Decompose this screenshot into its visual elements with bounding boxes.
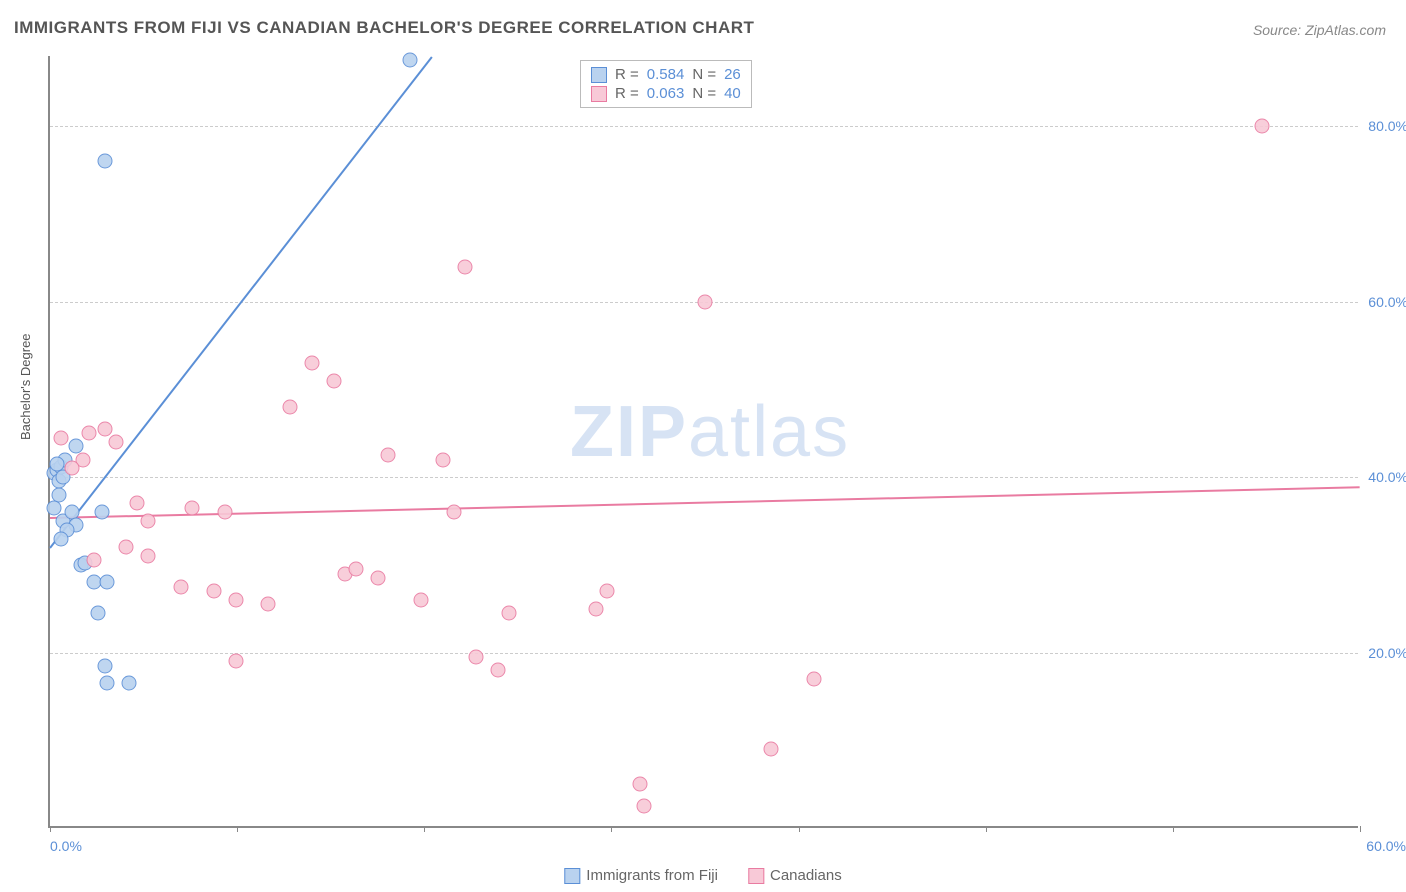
legend-item: Immigrants from Fiji [564, 867, 718, 884]
data-point [283, 399, 298, 414]
data-point [86, 553, 101, 568]
x-tick [237, 826, 238, 832]
trend-line [49, 56, 433, 548]
plot-area: ZIPatlas 20.0%40.0%60.0%80.0%0.0%60.0% R… [48, 56, 1358, 828]
data-point [305, 356, 320, 371]
data-point [91, 606, 106, 621]
x-tick [1173, 826, 1174, 832]
legend-n-value: 40 [724, 85, 741, 102]
data-point [130, 496, 145, 511]
legend-label: Canadians [770, 867, 842, 884]
data-point [206, 584, 221, 599]
data-point [588, 601, 603, 616]
data-point [632, 777, 647, 792]
data-point [490, 663, 505, 678]
data-point [99, 676, 114, 691]
data-point [97, 421, 112, 436]
chart-title: IMMIGRANTS FROM FIJI VS CANADIAN BACHELO… [14, 18, 754, 38]
data-point [97, 154, 112, 169]
data-point [99, 575, 114, 590]
x-tick-label: 60.0% [1366, 838, 1406, 854]
legend-swatch [591, 86, 607, 102]
data-point [1254, 119, 1269, 134]
trend-line [50, 486, 1360, 519]
watermark: ZIPatlas [570, 391, 850, 473]
data-point [64, 461, 79, 476]
data-point [53, 531, 68, 546]
legend-row: R = 0.584 N = 26 [591, 65, 741, 84]
gridline [50, 477, 1358, 478]
data-point [501, 606, 516, 621]
legend-label: Immigrants from Fiji [586, 867, 718, 884]
legend-r-label: R = [615, 66, 639, 83]
legend-swatch [564, 868, 580, 884]
data-point [326, 373, 341, 388]
data-point [468, 649, 483, 664]
legend-r-label: R = [615, 85, 639, 102]
x-tick [611, 826, 612, 832]
data-point [82, 426, 97, 441]
data-point [599, 584, 614, 599]
data-point [763, 742, 778, 757]
data-point [108, 435, 123, 450]
data-point [141, 513, 156, 528]
source-attribution: Source: ZipAtlas.com [1253, 22, 1386, 38]
data-point [436, 452, 451, 467]
data-point [414, 592, 429, 607]
gridline [50, 126, 1358, 127]
data-point [49, 456, 64, 471]
legend-r-value: 0.584 [647, 66, 685, 83]
data-point [121, 676, 136, 691]
data-point [119, 540, 134, 555]
data-point [636, 799, 651, 814]
data-point [228, 592, 243, 607]
data-point [184, 500, 199, 515]
correlation-legend: R = 0.584 N = 26 R = 0.063 N = 40 [580, 60, 752, 108]
x-tick-label: 0.0% [50, 838, 82, 854]
legend-n-label: N = [692, 85, 716, 102]
x-tick [799, 826, 800, 832]
data-point [228, 654, 243, 669]
y-tick-label: 40.0% [1364, 469, 1406, 485]
data-point [446, 505, 461, 520]
data-point [381, 448, 396, 463]
data-point [403, 53, 418, 68]
x-tick [986, 826, 987, 832]
x-tick [424, 826, 425, 832]
x-tick [1360, 826, 1361, 832]
y-tick-label: 80.0% [1364, 118, 1406, 134]
legend-row: R = 0.063 N = 40 [591, 84, 741, 103]
data-point [95, 505, 110, 520]
data-point [807, 671, 822, 686]
legend-r-value: 0.063 [647, 85, 685, 102]
data-point [698, 294, 713, 309]
data-point [261, 597, 276, 612]
data-point [370, 570, 385, 585]
legend-item: Canadians [748, 867, 842, 884]
legend-n-label: N = [692, 66, 716, 83]
data-point [97, 658, 112, 673]
gridline [50, 653, 1358, 654]
data-point [217, 505, 232, 520]
data-point [457, 259, 472, 274]
y-axis-label: Bachelor's Degree [18, 333, 33, 440]
y-tick-label: 60.0% [1364, 294, 1406, 310]
legend-swatch [748, 868, 764, 884]
legend-swatch [591, 67, 607, 83]
x-tick [50, 826, 51, 832]
legend-bottom: Immigrants from Fiji Canadians [564, 867, 841, 884]
data-point [53, 430, 68, 445]
legend-n-value: 26 [724, 66, 741, 83]
data-point [141, 549, 156, 564]
data-point [174, 579, 189, 594]
data-point [348, 562, 363, 577]
y-tick-label: 20.0% [1364, 645, 1406, 661]
